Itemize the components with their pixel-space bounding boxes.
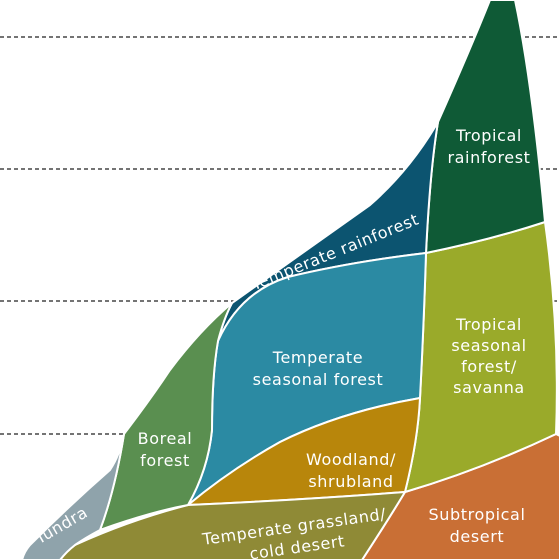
- region-tundra: [21, 433, 125, 560]
- label-boreal-forest: Boreal forest: [138, 429, 193, 470]
- label-line: forest/: [461, 357, 517, 376]
- label-line: forest: [140, 451, 190, 470]
- label-line: Tropical: [455, 126, 522, 145]
- region-boreal-forest: [99, 302, 233, 531]
- label-line: Temperate: [272, 348, 363, 367]
- label-line: Boreal: [138, 429, 193, 448]
- label-subtropical-desert: Subtropical desert: [429, 505, 526, 546]
- label-temperate-seasonal-forest: Temperate seasonal forest: [253, 348, 384, 389]
- label-line: savanna: [453, 378, 525, 397]
- label-line: rainforest: [447, 148, 530, 167]
- label-line: seasonal: [451, 336, 526, 355]
- label-line: desert: [450, 527, 505, 546]
- label-line: shrubland: [308, 472, 393, 491]
- label-woodland-shrubland: Woodland/shrubland: [306, 450, 396, 491]
- label-line: Subtropical: [429, 505, 526, 524]
- label-line: Woodland/: [306, 450, 396, 469]
- label-line: Tropical: [455, 315, 522, 334]
- label-tropical-rainforest: Tropical rainforest: [447, 126, 530, 167]
- label-line: seasonal forest: [253, 370, 384, 389]
- label-tropical-seasonal-forest: Tropical seasonal forest/savanna: [451, 315, 526, 397]
